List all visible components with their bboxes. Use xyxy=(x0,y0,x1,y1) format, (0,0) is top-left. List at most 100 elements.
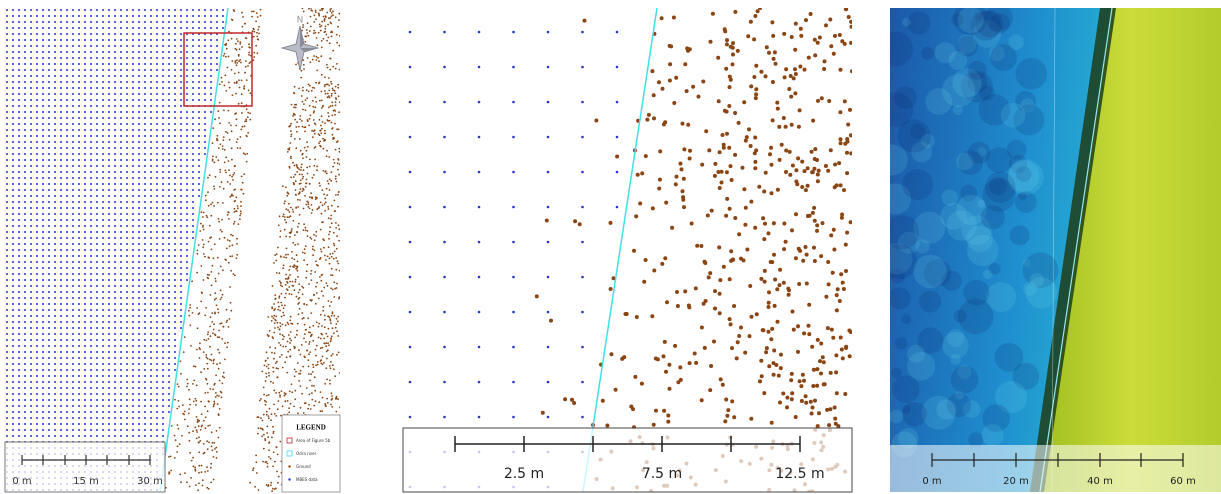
mbes-point xyxy=(126,99,128,101)
ground-point xyxy=(301,120,303,122)
mbes-point xyxy=(48,219,50,221)
ground-point xyxy=(205,307,207,309)
mbes-point xyxy=(150,237,152,239)
mbes-point xyxy=(204,141,206,143)
ground-point xyxy=(803,169,807,173)
ground-point xyxy=(225,56,227,58)
mbes-point xyxy=(138,57,140,59)
ground-point xyxy=(770,20,774,24)
ground-point xyxy=(306,141,308,143)
ground-point xyxy=(284,229,286,231)
ground-point xyxy=(334,245,336,247)
ground-point xyxy=(210,463,212,465)
ground-point xyxy=(265,380,267,382)
ground-point xyxy=(838,110,842,114)
mbes-point xyxy=(132,405,134,407)
mbes-point xyxy=(144,345,146,347)
mbes-point xyxy=(36,111,38,113)
mbes-point xyxy=(581,311,584,314)
mbes-point xyxy=(180,237,182,239)
ground-point xyxy=(180,360,182,362)
ground-point xyxy=(330,404,332,406)
mbes-point xyxy=(30,375,32,377)
ground-point xyxy=(189,324,191,326)
ground-point xyxy=(205,427,207,429)
mbes-point xyxy=(54,87,56,89)
ground-point xyxy=(187,383,189,385)
mbes-point xyxy=(24,261,26,263)
ground-point xyxy=(227,239,229,241)
ground-point xyxy=(321,189,323,191)
ground-point xyxy=(284,361,286,363)
mbes-point xyxy=(48,405,50,407)
ground-point xyxy=(228,218,230,220)
ground-point xyxy=(664,201,668,205)
mbes-point xyxy=(616,101,619,104)
mbes-point xyxy=(132,399,134,401)
ground-point xyxy=(323,170,325,172)
ground-point xyxy=(335,97,337,99)
ground-point xyxy=(225,131,227,133)
mbes-point xyxy=(90,309,92,311)
ground-point xyxy=(168,456,170,458)
mbes-point xyxy=(162,129,164,131)
mbes-point xyxy=(90,159,92,161)
mbes-point xyxy=(102,93,104,95)
ground-point xyxy=(759,359,763,363)
mbes-point xyxy=(102,363,104,365)
mbes-point xyxy=(48,57,50,59)
mbes-point xyxy=(36,423,38,425)
ground-point xyxy=(277,302,279,304)
ground-point xyxy=(201,211,203,213)
mbes-point xyxy=(162,417,164,419)
ground-point xyxy=(337,398,339,400)
mbes-point xyxy=(138,279,140,281)
ground-point xyxy=(752,75,756,79)
ground-point xyxy=(276,272,278,274)
mbes-point xyxy=(48,117,50,119)
mbes-point xyxy=(156,237,158,239)
ground-point xyxy=(188,389,190,391)
mbes-point xyxy=(150,273,152,275)
ground-point xyxy=(314,14,316,16)
mbes-point xyxy=(72,375,74,377)
mbes-point xyxy=(36,27,38,29)
mbes-point xyxy=(90,63,92,65)
mbes-point xyxy=(54,327,56,329)
ground-point xyxy=(290,207,292,209)
mbes-point xyxy=(48,303,50,305)
mbes-point xyxy=(18,285,20,287)
ground-point xyxy=(723,419,727,423)
ground-point xyxy=(690,222,694,226)
mbes-point xyxy=(12,33,14,35)
ground-point xyxy=(236,254,238,256)
mbes-point xyxy=(18,81,20,83)
ground-point xyxy=(331,268,333,270)
mbes-point xyxy=(156,75,158,77)
mbes-point xyxy=(36,147,38,149)
ground-point xyxy=(207,358,209,360)
ground-point xyxy=(224,85,226,87)
ground-point xyxy=(729,259,733,263)
ground-point xyxy=(293,176,295,178)
ground-point xyxy=(233,9,235,11)
mbes-point xyxy=(48,261,50,263)
ground-point xyxy=(199,230,201,232)
mbes-point xyxy=(30,225,32,227)
mbes-point xyxy=(180,39,182,41)
ground-point xyxy=(246,153,248,155)
mbes-point xyxy=(180,75,182,77)
ground-point xyxy=(328,156,330,158)
ground-point xyxy=(322,148,324,150)
mbes-point xyxy=(168,357,170,359)
ground-point xyxy=(772,57,776,61)
mbes-point xyxy=(126,171,128,173)
ground-point xyxy=(282,185,284,187)
mbes-point xyxy=(186,87,188,89)
mbes-point xyxy=(108,99,110,101)
mbes-point xyxy=(478,206,481,209)
ground-point xyxy=(666,414,670,418)
mbes-point xyxy=(156,225,158,227)
ground-point xyxy=(205,416,207,418)
mbes-point xyxy=(102,33,104,35)
